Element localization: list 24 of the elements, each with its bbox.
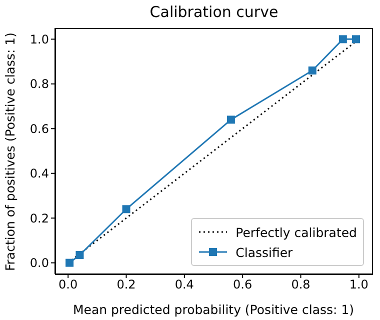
- x-tick-label: 0.6: [233, 278, 252, 292]
- y-tick-label: 0.6: [30, 122, 49, 136]
- point: [122, 205, 130, 214]
- chart-title: Calibration curve: [148, 3, 280, 21]
- point: [76, 250, 84, 259]
- y-tick-label: 1.0: [30, 32, 49, 46]
- point: [66, 258, 74, 267]
- x-axis-title: Mean predicted probability (Positive class: 1): [72, 302, 354, 317]
- point: [226, 116, 235, 124]
- legend-label: Classifier: [236, 244, 293, 260]
- x-tick-label: 1.0: [349, 278, 368, 292]
- y-axis-title: Fraction of positives (Positive class: 1): [2, 32, 18, 271]
- x-tick-label: 0.0: [58, 278, 78, 292]
- y-tick-label: 0.0: [30, 256, 49, 270]
- x-tick-label: 0.2: [116, 278, 136, 292]
- x-tick-label: 0.8: [291, 278, 310, 292]
- y-tick-label: 0.4: [30, 166, 49, 181]
- y-tick-label: 0.2: [30, 211, 49, 226]
- point: [352, 35, 360, 44]
- legend-label: Perfectly calibrated: [236, 224, 357, 240]
- point: [308, 66, 316, 74]
- point: [338, 35, 347, 44]
- y-tick-label: 0.8: [30, 77, 49, 92]
- x-tick-label: 0.4: [174, 278, 194, 292]
